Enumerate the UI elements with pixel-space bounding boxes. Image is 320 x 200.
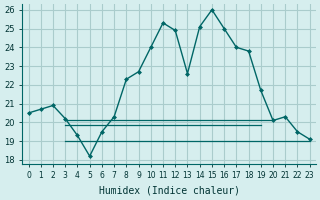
- X-axis label: Humidex (Indice chaleur): Humidex (Indice chaleur): [99, 186, 240, 196]
